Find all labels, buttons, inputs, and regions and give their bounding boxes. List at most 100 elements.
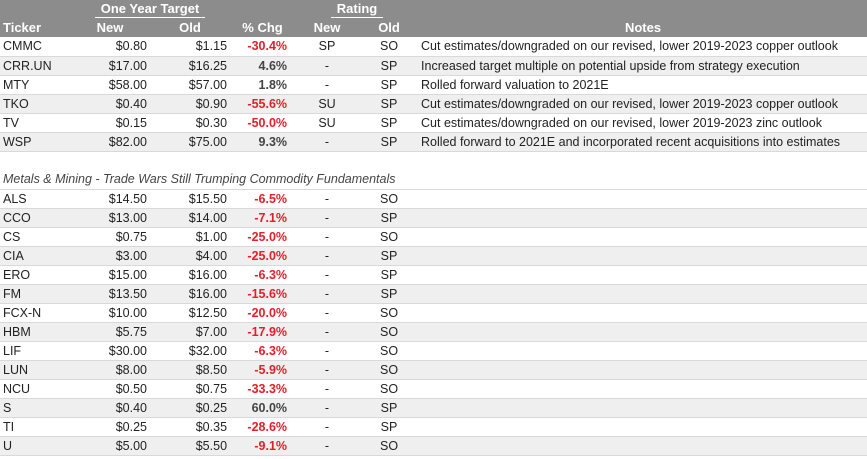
ticker-cell: ALS [0,189,70,209]
rating-new-cell: - [295,360,360,380]
target-new-cell: $0.40 [70,398,150,418]
rating-old-cell: SP [359,417,420,437]
target-new-cell: $5.75 [70,322,150,342]
pct-chg-cell: -5.9% [230,360,296,380]
rating-new-cell: - [295,417,360,437]
target-new-cell: $82.00 [70,132,150,152]
rating-old-cell: SP [359,94,420,114]
target-old-cell: $16.00 [150,284,231,304]
target-new-cell: $15.00 [70,265,150,285]
ticker-cell: NCU [0,379,70,399]
target-new-cell: $0.80 [70,37,150,57]
ticker-cell: ERO [0,265,70,285]
table-row: CMMC $0.80 $1.15 -30.4% SP SO Cut estimates/do… [0,37,867,57]
pct-chg-cell: -28.6% [230,417,296,437]
table-row: CRR.UN $17.00 $16.25 4.6% - SP Increased targe… [0,56,867,76]
notes-cell: Rolled forward valuation to 2021E [419,75,867,95]
target-new-cell: $3.00 [70,246,150,266]
rating-old-cell: SP [359,265,420,285]
table-header: One Year Target Rating Ticker New Old % … [0,0,867,37]
rating-old-cell: SP [359,208,420,228]
ticker-cell: TV [0,113,70,133]
notes-cell [419,379,867,399]
rating-new-cell: - [295,303,360,323]
rating-new-cell: - [295,265,360,285]
target-new-cell: $0.40 [70,94,150,114]
group-header-target: One Year Target [70,0,231,18]
rating-new-cell: - [295,75,360,95]
col-header-target-old: Old [150,18,231,37]
target-old-cell: $57.00 [150,75,231,95]
ticker-cell: FCX-N [0,303,70,323]
notes-cell [419,284,867,304]
target-new-cell: $13.50 [70,284,150,304]
notes-cell [419,322,867,342]
header-blank [230,0,296,18]
rating-old-cell: SO [359,189,420,209]
target-new-cell: $10.00 [70,303,150,323]
notes-cell [419,360,867,380]
target-old-cell: $0.25 [150,398,231,418]
pct-chg-cell: -55.6% [230,94,296,114]
rating-new-cell: - [295,132,360,152]
group-rating-label: Rating [330,1,384,18]
notes-cell: Increased target multiple on potential u… [419,56,867,76]
header-blank [0,0,70,18]
rating-new-cell: - [295,189,360,209]
ticker-cell: TKO [0,94,70,114]
table-row: WSP $82.00 $75.00 9.3% - SP Rolled forward to … [0,132,867,152]
target-old-cell: $15.50 [150,189,231,209]
target-old-cell: $7.00 [150,322,231,342]
pct-chg-cell: -50.0% [230,113,296,133]
rating-new-cell: - [295,379,360,399]
notes-cell [419,227,867,247]
pct-chg-cell: -6.3% [230,341,296,361]
table-row: FM $13.50 $16.00 -15.6% - SP [0,284,867,304]
target-old-cell: $0.90 [150,94,231,114]
rating-new-cell: SU [295,113,360,133]
rating-old-cell: SO [359,303,420,323]
ticker-cell: WSP [0,132,70,152]
table-row: HBM $5.75 $7.00 -17.9% - SO [0,322,867,342]
ticker-cell: TI [0,417,70,437]
pct-chg-cell: -9.1% [230,436,296,456]
pct-chg-cell: 4.6% [230,56,296,76]
rating-new-cell: - [295,246,360,266]
rating-new-cell: - [295,227,360,247]
table-row: U $5.00 $5.50 -9.1% - SO [0,436,867,456]
ticker-cell: CCO [0,208,70,228]
group-header-rating: Rating [295,0,420,18]
col-header-notes: Notes [419,18,867,37]
target-old-cell: $0.35 [150,417,231,437]
target-new-cell: $17.00 [70,56,150,76]
target-old-cell: $1.15 [150,37,231,57]
target-old-cell: $75.00 [150,132,231,152]
ticker-cell: CMMC [0,37,70,57]
ticker-cell: LUN [0,360,70,380]
rating-new-cell: - [295,398,360,418]
col-header-pct-chg: % Chg [230,18,296,37]
table-row: TV $0.15 $0.30 -50.0% SU SP Cut estimates/down… [0,113,867,133]
pct-chg-cell: -15.6% [230,284,296,304]
target-old-cell: $1.00 [150,227,231,247]
ticker-cell: CRR.UN [0,56,70,76]
target-new-cell: $8.00 [70,360,150,380]
rating-new-cell: SP [295,37,360,57]
target-old-cell: $32.00 [150,341,231,361]
rating-new-cell: - [295,436,360,456]
rating-new-cell: - [295,341,360,361]
rating-new-cell: - [295,208,360,228]
col-header-ticker: Ticker [0,18,70,37]
pct-chg-cell: -6.5% [230,189,296,209]
target-new-cell: $0.75 [70,227,150,247]
table-row: MTY $58.00 $57.00 1.8% - SP Rolled forward val… [0,75,867,95]
ticker-cell: S [0,398,70,418]
rating-old-cell: SO [359,322,420,342]
rating-old-cell: SP [359,398,420,418]
target-old-cell: $0.30 [150,113,231,133]
rating-old-cell: SP [359,132,420,152]
target-old-cell: $14.00 [150,208,231,228]
notes-cell: Cut estimates/downgraded on our revised,… [419,94,867,114]
rating-old-cell: SO [359,360,420,380]
rating-new-cell: - [295,284,360,304]
